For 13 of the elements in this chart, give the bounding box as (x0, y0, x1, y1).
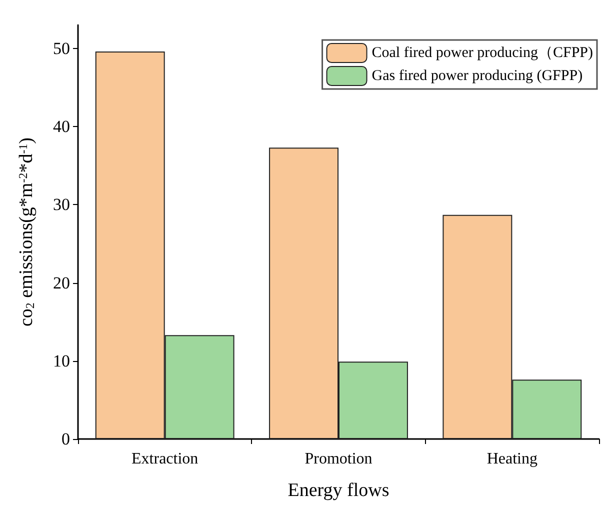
y-tick-label: 30 (53, 195, 70, 214)
y-axis-title: co2 emissions(g*m-2*d-1) (16, 137, 37, 327)
y-tick-label: 40 (53, 117, 70, 136)
x-axis-title: Energy flows (288, 480, 390, 501)
x-tick-label: Extraction (132, 450, 198, 468)
legend-label: Gas fired power producing (GFPP) (372, 68, 583, 84)
y-tick-label: 10 (53, 351, 70, 370)
y-tick-label: 20 (53, 273, 70, 292)
x-tick-label: Promotion (304, 450, 372, 468)
x-tick-label: Heating (486, 450, 538, 468)
y-tick-label: 0 (62, 430, 70, 448)
y-tick-label: 50 (53, 38, 70, 58)
legend-label: Coal fired power producing（CFPP) (372, 45, 594, 61)
